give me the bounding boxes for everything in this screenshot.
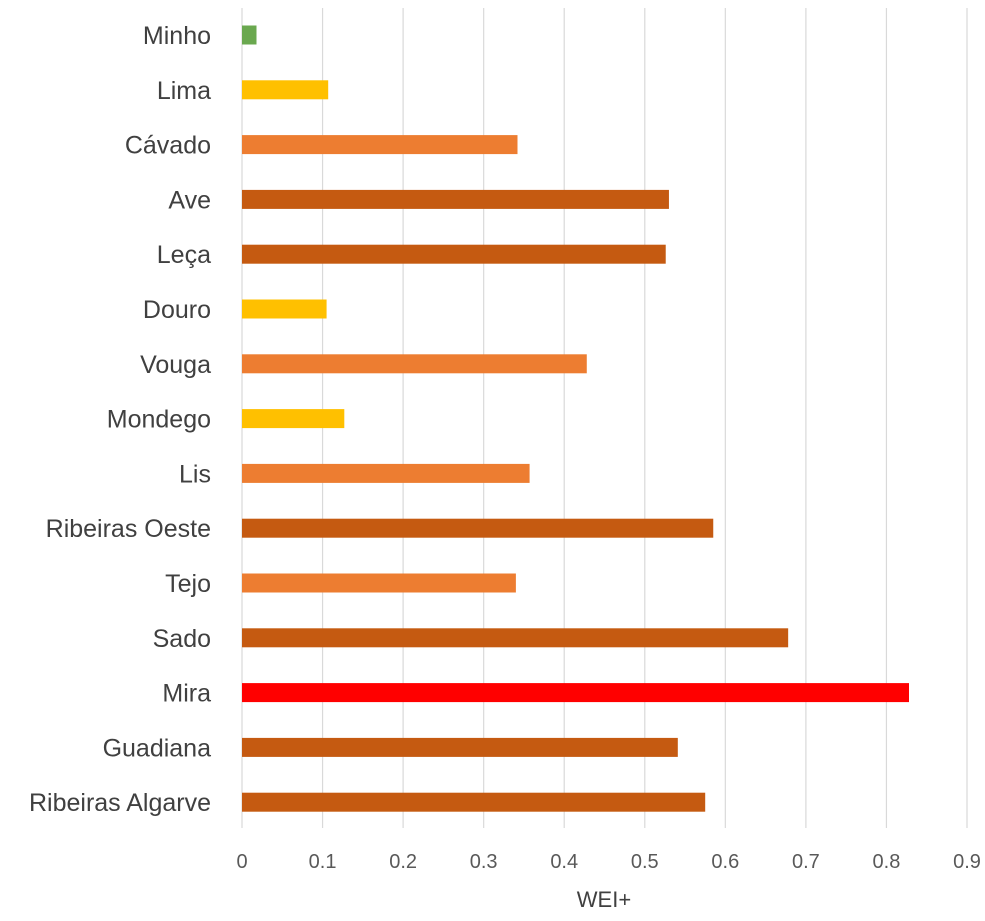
bar bbox=[242, 244, 666, 264]
category-label: Ribeiras Algarve bbox=[29, 789, 211, 817]
category-label: Lis bbox=[179, 460, 211, 488]
category-label: Mondego bbox=[107, 406, 211, 434]
x-tick-label: 0.9 bbox=[953, 851, 981, 873]
x-tick-label: 0.3 bbox=[470, 851, 498, 873]
category-label: Douro bbox=[143, 296, 211, 324]
category-labels: Minho Lima Cávado Ave Leça Douro Vouga Mondego L… bbox=[29, 22, 211, 817]
x-tick-label: 0.8 bbox=[873, 851, 901, 873]
category-label: Ave bbox=[168, 186, 211, 214]
bar bbox=[242, 737, 678, 757]
bar bbox=[242, 573, 516, 593]
x-tick-label: 0.5 bbox=[631, 851, 659, 873]
x-tick-label: 0.7 bbox=[792, 851, 820, 873]
bar bbox=[242, 683, 909, 703]
bar bbox=[242, 409, 345, 429]
x-tick-label: 0.4 bbox=[550, 851, 578, 873]
category-label: Vouga bbox=[140, 351, 211, 379]
gridlines bbox=[241, 8, 968, 828]
bar bbox=[242, 792, 706, 812]
x-axis-title: WEI+ bbox=[577, 887, 631, 912]
bar bbox=[242, 25, 257, 45]
bar bbox=[242, 135, 518, 155]
category-label: Minho bbox=[143, 22, 211, 50]
bar bbox=[242, 628, 789, 648]
category-label: Leça bbox=[157, 241, 211, 269]
category-label: Cávado bbox=[125, 132, 211, 160]
category-label: Guadiana bbox=[103, 734, 212, 762]
x-tick-label: 0 bbox=[236, 851, 247, 873]
category-label: Tejo bbox=[165, 570, 211, 598]
bar bbox=[242, 80, 329, 100]
category-label: Lima bbox=[157, 77, 211, 105]
x-tick-label: 0.6 bbox=[711, 851, 739, 873]
x-tick-labels: 0 0.1 0.2 0.3 0.4 0.5 0.6 0.7 0.8 0.9 bbox=[236, 851, 980, 873]
bar bbox=[242, 354, 587, 374]
category-label: Ribeiras Oeste bbox=[46, 515, 211, 543]
bar bbox=[242, 299, 327, 319]
bar bbox=[242, 518, 714, 538]
category-label: Sado bbox=[153, 625, 211, 653]
bars bbox=[242, 25, 909, 812]
x-tick-label: 0.1 bbox=[309, 851, 337, 873]
bar bbox=[242, 189, 669, 209]
bar bbox=[242, 463, 530, 483]
category-label: Mira bbox=[162, 680, 211, 708]
x-tick-label: 0.2 bbox=[389, 851, 417, 873]
